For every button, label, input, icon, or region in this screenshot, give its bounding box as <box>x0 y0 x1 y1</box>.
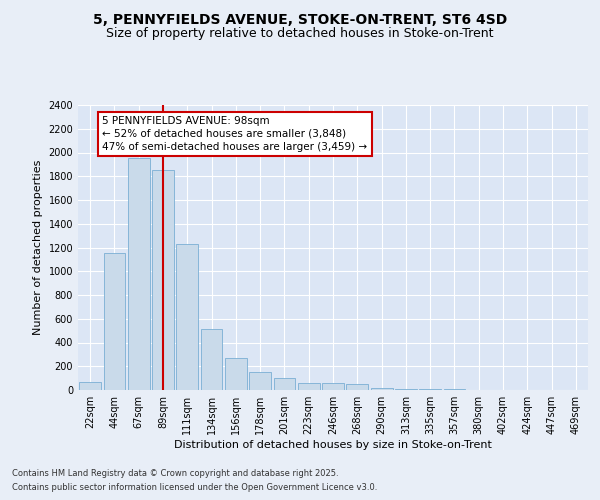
Bar <box>371 388 392 390</box>
Bar <box>152 170 174 390</box>
X-axis label: Distribution of detached houses by size in Stoke-on-Trent: Distribution of detached houses by size … <box>174 440 492 450</box>
Bar <box>395 389 417 390</box>
Text: Contains public sector information licensed under the Open Government Licence v3: Contains public sector information licen… <box>12 484 377 492</box>
Text: Contains HM Land Registry data © Crown copyright and database right 2025.: Contains HM Land Registry data © Crown c… <box>12 468 338 477</box>
Bar <box>104 254 125 390</box>
Bar <box>346 384 368 390</box>
Bar <box>322 384 344 390</box>
Bar <box>274 378 295 390</box>
Bar <box>225 358 247 390</box>
Text: 5, PENNYFIELDS AVENUE, STOKE-ON-TRENT, ST6 4SD: 5, PENNYFIELDS AVENUE, STOKE-ON-TRENT, S… <box>93 12 507 26</box>
Bar <box>128 158 149 390</box>
Bar <box>79 382 101 390</box>
Text: 5 PENNYFIELDS AVENUE: 98sqm
← 52% of detached houses are smaller (3,848)
47% of : 5 PENNYFIELDS AVENUE: 98sqm ← 52% of det… <box>102 116 367 152</box>
Y-axis label: Number of detached properties: Number of detached properties <box>33 160 43 335</box>
Bar <box>176 244 198 390</box>
Bar <box>298 383 320 390</box>
Bar <box>200 330 223 390</box>
Text: Size of property relative to detached houses in Stoke-on-Trent: Size of property relative to detached ho… <box>106 28 494 40</box>
Bar <box>249 372 271 390</box>
